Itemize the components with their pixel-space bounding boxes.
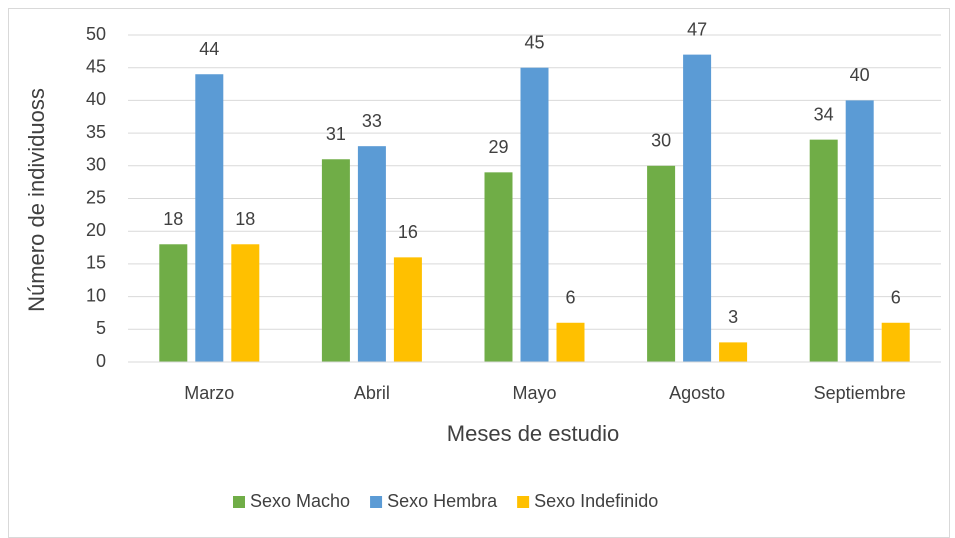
y-tick-label: 25 [86, 187, 106, 207]
x-tick-label: Marzo [184, 383, 234, 403]
data-label: 45 [524, 32, 544, 52]
data-label: 44 [199, 39, 219, 59]
legend-label: Sexo Hembra [387, 491, 498, 511]
x-tick-label: Abril [354, 383, 390, 403]
data-label: 18 [163, 209, 183, 229]
bar [556, 322, 585, 362]
y-tick-label: 50 [86, 24, 106, 44]
data-label: 18 [235, 209, 255, 229]
bar [809, 139, 838, 362]
x-tick-label: Mayo [512, 383, 556, 403]
data-label: 34 [814, 104, 834, 124]
y-tick-label: 30 [86, 155, 106, 175]
data-label: 33 [362, 111, 382, 131]
bar [321, 159, 350, 362]
y-tick-label: 10 [86, 285, 106, 305]
legend-label: Sexo Indefinido [534, 491, 658, 511]
data-label: 6 [565, 288, 575, 308]
y-tick-label: 15 [86, 253, 106, 273]
y-axis-title: Número de individuoss [24, 88, 49, 312]
data-label: 6 [891, 288, 901, 308]
bar [231, 244, 260, 362]
legend-swatch [370, 496, 383, 508]
bar [159, 244, 188, 362]
legend-label: Sexo Macho [250, 491, 350, 511]
bar [484, 172, 513, 362]
bar [195, 74, 224, 363]
bar [845, 100, 874, 363]
bar [683, 54, 712, 363]
data-label: 29 [488, 137, 508, 157]
data-label: 30 [651, 131, 671, 151]
data-label: 47 [687, 19, 707, 39]
bar [357, 146, 386, 362]
y-tick-label: 45 [86, 56, 106, 76]
data-label: 16 [398, 222, 418, 242]
chart-frame [8, 8, 950, 538]
data-label: 31 [326, 124, 346, 144]
data-label: 40 [850, 65, 870, 85]
x-tick-label: Agosto [669, 383, 725, 403]
bar [520, 67, 549, 362]
y-tick-label: 35 [86, 122, 106, 142]
data-label: 3 [728, 307, 738, 327]
x-tick-label: Septiembre [814, 383, 906, 403]
bar [719, 342, 748, 362]
y-tick-label: 20 [86, 220, 106, 240]
x-axis-title: Meses de estudio [447, 421, 619, 446]
y-tick-label: 0 [96, 351, 106, 371]
legend-swatch [233, 496, 245, 508]
y-tick-label: 5 [96, 318, 106, 338]
legend-swatch [517, 496, 530, 508]
bar [881, 322, 910, 362]
bar [647, 165, 676, 362]
bar [393, 257, 422, 362]
y-tick-label: 40 [86, 89, 106, 109]
